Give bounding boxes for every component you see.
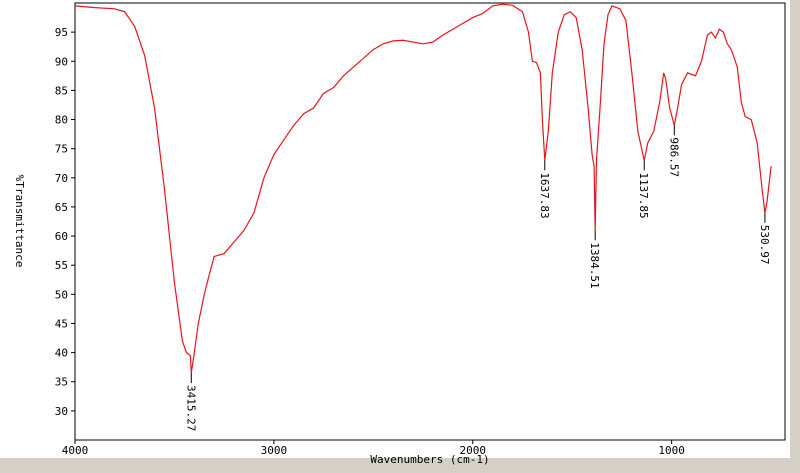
y-tick-label: 30 — [55, 405, 68, 418]
peak-label: 3415.27 — [184, 385, 197, 431]
peak-label: 1384.51 — [588, 242, 601, 288]
y-tick-label: 85 — [55, 84, 68, 97]
x-axis-title: Wavenumbers (cm-1) — [370, 453, 489, 466]
y-tick-label: 60 — [55, 230, 68, 243]
y-tick-label: 75 — [55, 143, 68, 156]
peak-label: 1637.83 — [538, 172, 551, 218]
peak-label: 1137.85 — [637, 172, 650, 218]
y-tick-label: 35 — [55, 376, 68, 389]
plot-frame — [74, 2, 786, 441]
spectrum-line — [74, 3, 772, 374]
peak-label: 530.97 — [758, 225, 771, 265]
window-bar — [0, 458, 800, 473]
y-axis-title: %Transmittance — [13, 175, 26, 268]
x-tick-label: 3000 — [261, 444, 288, 457]
x-tick-label: 4000 — [62, 444, 89, 457]
y-tick-label: 95 — [55, 26, 68, 39]
y-tick-label: 65 — [55, 201, 68, 214]
window-edge — [790, 0, 800, 473]
y-tick-label: 80 — [55, 114, 68, 127]
y-tick-label: 50 — [55, 288, 68, 301]
y-tick-label: 40 — [55, 347, 68, 360]
y-tick-label: 45 — [55, 317, 68, 330]
y-tick-label: 55 — [55, 259, 68, 272]
peak-label: 986.57 — [667, 137, 680, 177]
x-tick-label: 1000 — [658, 444, 685, 457]
y-tick-label: 90 — [55, 55, 68, 68]
x-tick-label: 2000 — [460, 444, 487, 457]
y-tick-label: 70 — [55, 172, 68, 185]
